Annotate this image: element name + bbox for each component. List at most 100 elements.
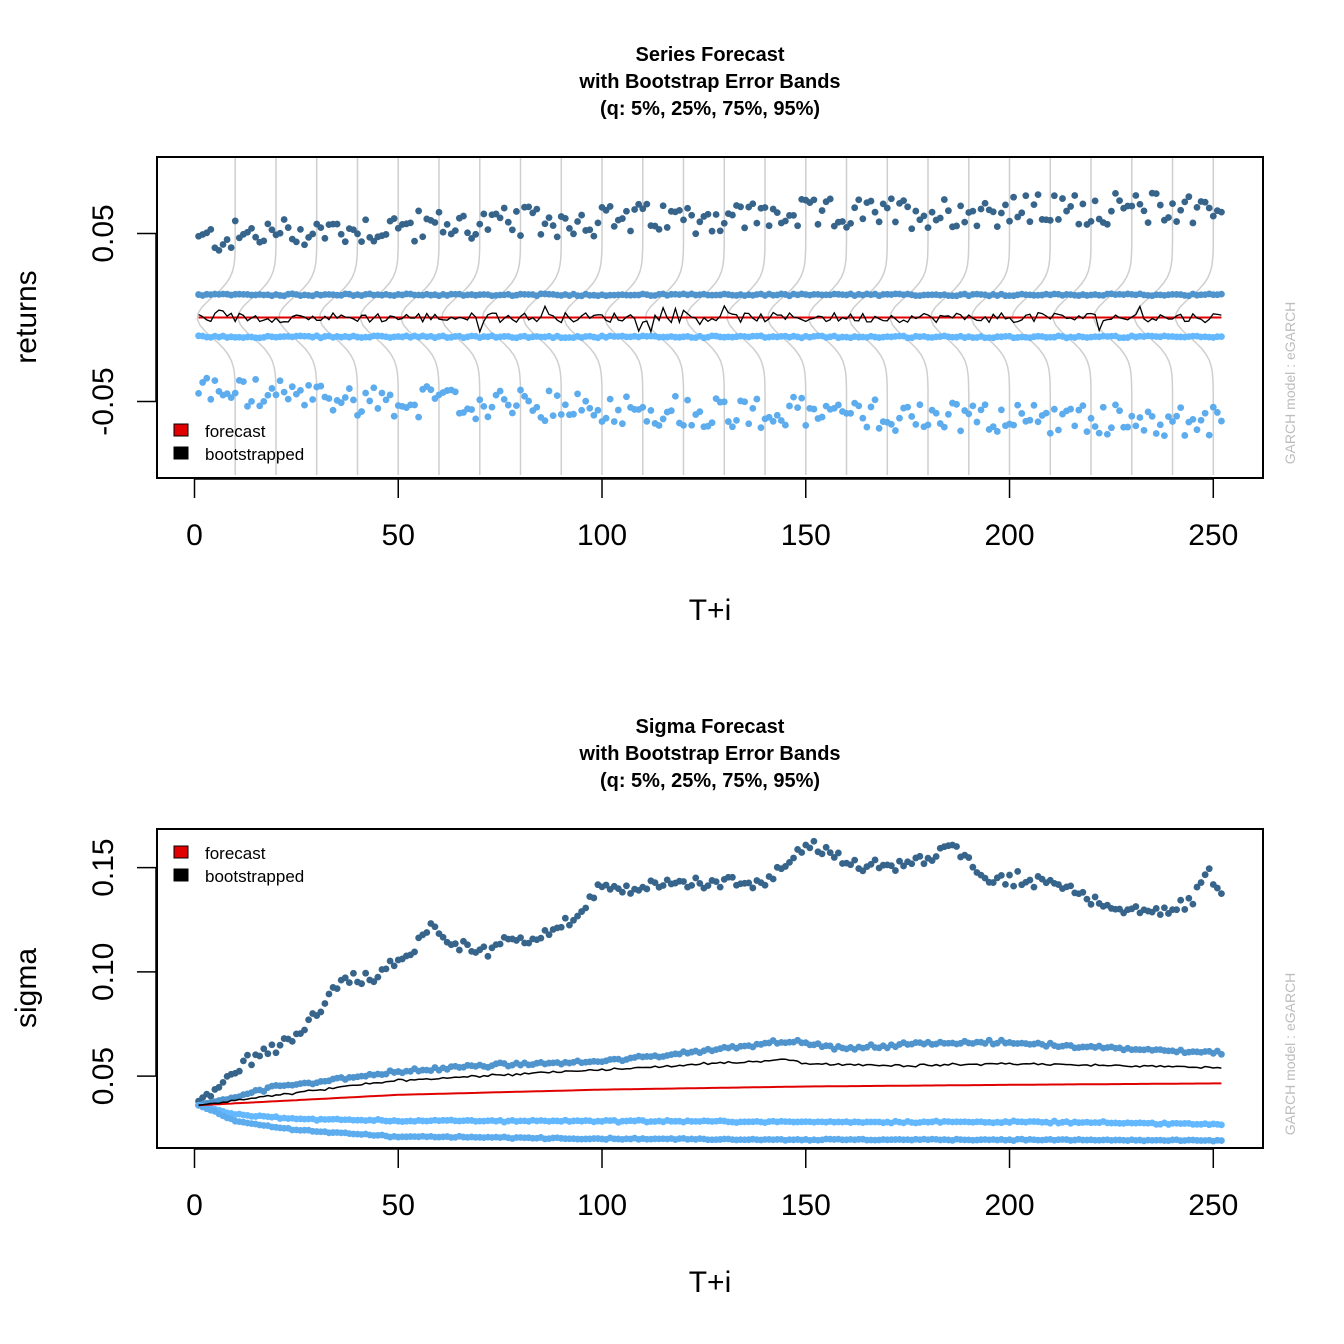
q95-point xyxy=(1059,195,1066,202)
q5-point xyxy=(1050,405,1058,413)
q5-point xyxy=(574,390,581,398)
q95-point xyxy=(561,914,569,922)
y-tick-label: 0.10 xyxy=(87,943,120,1001)
q95-point xyxy=(411,948,418,956)
forecast-lines xyxy=(198,304,1222,334)
q5-point xyxy=(790,393,797,401)
q95-point xyxy=(651,879,659,886)
density-curve xyxy=(685,157,726,475)
q95-point xyxy=(822,843,830,851)
q95-point xyxy=(370,978,378,986)
q95-point xyxy=(1173,906,1181,914)
q95-point xyxy=(944,207,952,215)
q95-point xyxy=(455,946,463,954)
q95-point xyxy=(1197,879,1205,886)
q5-point xyxy=(476,396,484,404)
x-axis-label: T+i xyxy=(689,594,732,627)
q95-point xyxy=(818,850,826,858)
q5-point xyxy=(309,396,317,403)
q95-point xyxy=(859,867,867,875)
q25-point xyxy=(1218,333,1225,340)
q95-point xyxy=(248,1061,255,1069)
q5-point xyxy=(957,427,965,435)
q5-point xyxy=(382,396,390,404)
q5-point xyxy=(916,401,924,409)
q95-point xyxy=(484,952,492,960)
q95-point xyxy=(1087,900,1095,908)
q5-point xyxy=(1181,432,1189,439)
q5-point xyxy=(500,396,508,403)
q95-point xyxy=(883,204,891,212)
q95-point xyxy=(790,211,797,219)
q95-point xyxy=(309,230,317,238)
q95-point xyxy=(692,874,700,882)
q5-point xyxy=(227,394,235,401)
q5-point xyxy=(969,402,977,410)
q5-point xyxy=(610,418,618,425)
q95-point xyxy=(1165,214,1172,221)
q95-point xyxy=(549,222,557,229)
q5-point xyxy=(1197,416,1205,424)
q5-point xyxy=(362,389,370,397)
q95-point xyxy=(252,233,260,241)
q5-point xyxy=(810,405,818,413)
q5-point xyxy=(659,415,667,423)
q95-point xyxy=(574,912,581,920)
q5-point xyxy=(623,393,630,401)
q95-point xyxy=(618,215,626,222)
q95-point xyxy=(834,849,842,857)
q5-point xyxy=(1140,426,1148,434)
q95-point xyxy=(362,216,370,224)
q95-point xyxy=(761,881,769,889)
q95-point xyxy=(345,979,353,987)
q95-point xyxy=(855,196,863,204)
q95-point xyxy=(557,923,565,931)
q95-point xyxy=(839,218,846,225)
plot-frame xyxy=(156,828,1264,1149)
q95-point xyxy=(439,228,447,236)
q95-point xyxy=(1177,206,1185,214)
q95-point xyxy=(900,862,907,870)
q5-point xyxy=(231,389,239,397)
q5-point xyxy=(570,410,577,418)
q5-point xyxy=(317,382,325,390)
q5-point xyxy=(741,398,749,406)
q95-point xyxy=(545,214,553,222)
q95-point xyxy=(631,206,639,213)
q95-point xyxy=(810,837,818,845)
quantile-points xyxy=(195,837,1225,1145)
q95-point xyxy=(639,205,647,213)
q5-point xyxy=(720,398,728,406)
q5-point xyxy=(729,423,736,431)
q95-point xyxy=(480,943,488,951)
q5-point xyxy=(386,391,394,399)
q5-point xyxy=(337,399,345,407)
q95-point xyxy=(1209,212,1217,220)
q95-point xyxy=(981,874,989,882)
model-label: GARCH model : eGARCH xyxy=(1282,302,1298,465)
q5-point xyxy=(496,387,504,395)
q5-point xyxy=(781,421,789,429)
q95-point xyxy=(1218,208,1225,216)
density-curve xyxy=(481,157,522,475)
series-title-line3: (q: 5%, 25%, 75%, 95%) xyxy=(600,98,820,120)
q95-point xyxy=(390,962,398,970)
q5-point xyxy=(288,383,296,391)
q95-point xyxy=(451,227,459,235)
q5-point xyxy=(358,408,365,415)
q5-point xyxy=(1075,406,1083,414)
q5-point xyxy=(733,417,740,424)
q5-point xyxy=(586,404,594,412)
q5-point xyxy=(517,386,524,394)
q5-point xyxy=(1026,416,1034,424)
q5-point xyxy=(847,409,854,417)
q95-point xyxy=(276,229,284,237)
density-curve xyxy=(1093,157,1133,475)
q5-point xyxy=(545,387,553,395)
plot-frame xyxy=(156,156,1264,479)
x-tick-label: 100 xyxy=(577,1189,627,1222)
q95-point xyxy=(1002,880,1009,888)
sigma-title-line2: with Bootstrap Error Bands xyxy=(578,743,840,765)
q95-point xyxy=(810,196,818,204)
q95-point xyxy=(268,1041,276,1049)
